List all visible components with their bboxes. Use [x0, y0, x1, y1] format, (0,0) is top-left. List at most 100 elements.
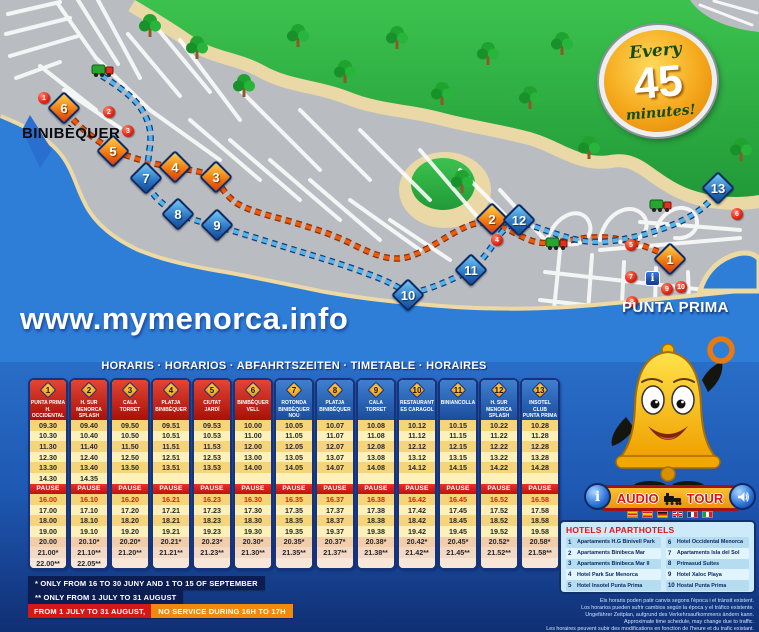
time-cell: 21.42**	[399, 547, 435, 558]
time-cell: 12.28	[522, 441, 558, 452]
stop-number-diamond-icon: 7	[285, 381, 303, 399]
stop-name: CALA TORRET	[119, 400, 141, 413]
disclaimer-line: Les horaires peuvent subir des modificat…	[546, 626, 754, 632]
time-cell: 21.21**	[153, 547, 189, 558]
time-cell: 19.35	[276, 525, 312, 537]
pause-cell: PAUSE	[30, 483, 66, 495]
map-markers: 1 2 3 4 5 6 7 8 9 10 11 12 13 1 2 3 4 5 6 7 8 9 10	[38, 91, 743, 312]
time-cell: 13.53	[194, 462, 230, 473]
hotel-legend-entry: 4 Hotel Park Sur Menorca	[566, 569, 661, 581]
time-cell: 16.20	[112, 494, 148, 505]
map-stop-marker-3: 3	[199, 160, 233, 194]
time-cell: 13.00	[235, 451, 271, 463]
time-cell: 16.10	[71, 494, 107, 505]
time-cell: 12.12	[399, 441, 435, 452]
timetable-column-2: 2 H. SUR MENORCA SPLASH 09.40 10.40 11.40 12.4…	[69, 378, 109, 571]
time-cell: 16.23	[194, 494, 230, 505]
timetable-column-7: 7 ROTONDA BINIBÈQUER NOU 10.05 11.05 12.05 13.…	[274, 378, 314, 571]
stop-number-diamond-icon: 10	[408, 381, 426, 399]
pause-cell: PAUSE	[440, 483, 476, 495]
time-cell: 16.35	[276, 494, 312, 505]
time-cell: 11.05	[276, 430, 312, 442]
time-cell: 21.45**	[440, 547, 476, 558]
hotel-marker-3: 3	[122, 125, 134, 137]
timetable-column-4: 4 PLATJA BINIBÈQUER 09.51 10.51 11.51 12.51 13.…	[151, 378, 191, 571]
sea-inlet	[22, 115, 52, 168]
time-cell: 16.38	[358, 494, 394, 505]
time-cell	[153, 472, 189, 484]
timetable-column-6: 6 BINIBÈQUER VELL 10.00 11.00 12.00 13.00 14.00…	[233, 378, 273, 571]
time-cell: 12.05	[276, 441, 312, 452]
time-cell: 14.00	[235, 462, 271, 473]
time-cell: 20.58*	[522, 536, 558, 548]
audio-tour-button[interactable]: AUDIO TOUR i	[584, 483, 756, 519]
time-cell: 20.00	[30, 536, 66, 548]
time-cell: 12.15	[440, 441, 476, 452]
timetable-column-3: 3 CALA TORRET 09.50 10.50 11.50 12.50 13.50 PAUS…	[110, 378, 150, 571]
map-stop-marker-6: 6	[47, 91, 81, 125]
stop-number-diamond-icon: 2	[80, 381, 98, 399]
time-cell: 17.20	[112, 504, 148, 516]
orange-ring-icon	[707, 336, 735, 364]
pause-cell: PAUSE	[112, 483, 148, 495]
tour-label: TOUR	[686, 490, 724, 506]
disclaimer-line: Ungefährer Zeitplan, aufgrund des Verkeh…	[585, 612, 754, 619]
time-cell: 13.40	[71, 462, 107, 473]
hotel-marker-6: 6	[731, 208, 743, 220]
time-cell: 17.21	[153, 504, 189, 516]
time-cell: 17.35	[276, 504, 312, 516]
hotels-legend: HOTELS / APARTHOTELS 1 Apartaments H.G Bi…	[559, 520, 756, 594]
time-cell: 10.15	[440, 420, 476, 431]
time-cell: 14.15	[440, 462, 476, 473]
train-silhouette-icon	[663, 492, 682, 505]
time-cell: 16.52	[481, 494, 517, 505]
speaker-button[interactable]	[729, 483, 756, 510]
time-cell	[440, 472, 476, 484]
flag-germany-icon	[657, 511, 668, 518]
time-cell: 17.45	[440, 504, 476, 516]
time-cell: 12.07	[317, 441, 353, 452]
mascot-left-arm	[611, 417, 634, 446]
time-cell: 12.00	[235, 441, 271, 452]
map-stop-marker-5: 5	[96, 134, 130, 168]
timetable-column-12: 12 H. SUR MENORCA SPLASH 10.22 11.22 12.22 13.…	[479, 378, 519, 571]
flags-row	[585, 511, 755, 518]
time-cell: 21.37**	[317, 547, 353, 558]
time-cell: 13.50	[112, 462, 148, 473]
stop-number-diamond-icon: 4	[162, 381, 180, 399]
time-cell	[399, 557, 435, 569]
time-cell: 17.00	[30, 504, 66, 516]
punta-prima-label: PUNTA PRIMA	[622, 299, 729, 316]
stop-name: BINIBÈQUER VELL	[237, 400, 269, 413]
time-cell: 17.42	[399, 504, 435, 516]
punta-prima-cove	[696, 250, 759, 294]
time-cell: 12.40	[71, 451, 107, 463]
time-cell: 22.00**	[30, 557, 66, 569]
time-cell: 10.07	[317, 420, 353, 431]
time-cell	[317, 557, 353, 569]
audio-tour-pill[interactable]: AUDIO TOUR	[593, 485, 747, 511]
pause-cell: PAUSE	[153, 483, 189, 495]
time-cell: 11.22	[481, 430, 517, 442]
flag-france-icon	[687, 511, 698, 518]
time-cell: 20.23*	[194, 536, 230, 548]
hotel-legend-entry: 2 Apartaments Binibeca Mar	[566, 547, 661, 559]
time-cell	[399, 472, 435, 484]
info-button[interactable]: i	[584, 483, 611, 510]
time-cell: 18.20	[112, 515, 148, 526]
time-cell: 19.21	[153, 525, 189, 537]
stop-number-diamond-icon: 6	[244, 381, 262, 399]
time-cell	[235, 472, 271, 484]
stop-name: H. SUR MENORCA SPLASH	[76, 400, 102, 419]
time-cell: 11.00	[235, 430, 271, 442]
time-cell: 19.52	[481, 525, 517, 537]
time-cell: 12.22	[481, 441, 517, 452]
time-cell: 11.07	[317, 430, 353, 442]
time-cell: 10.22	[481, 420, 517, 431]
time-cell: 12.51	[153, 451, 189, 463]
time-cell: 19.58	[522, 525, 558, 537]
time-cell: 18.52	[481, 515, 517, 526]
time-cell: 10.51	[153, 430, 189, 442]
time-cell: 11.53	[194, 441, 230, 452]
bell-mascot	[611, 336, 735, 498]
